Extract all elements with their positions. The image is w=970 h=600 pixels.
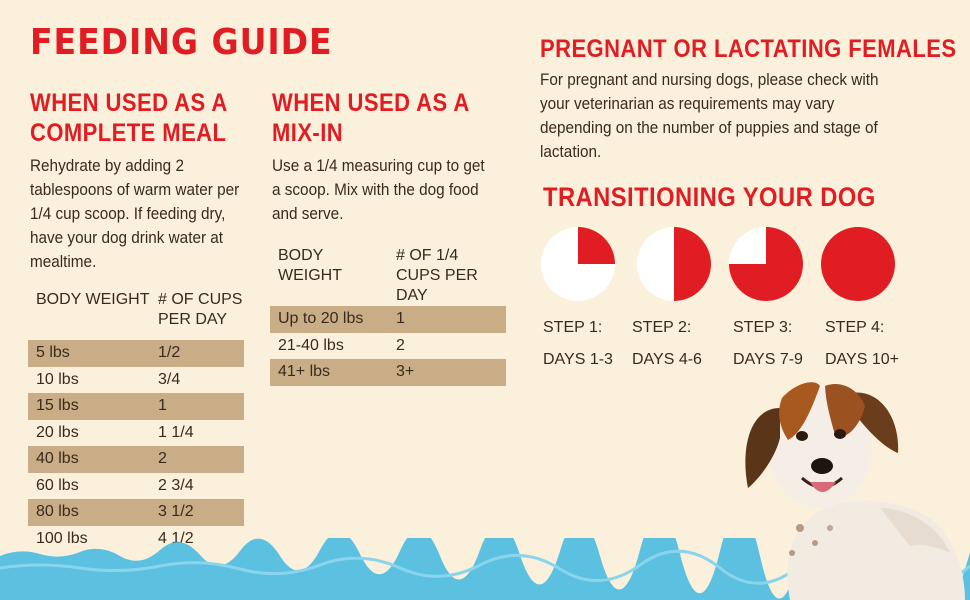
weight-cell: 21-40 lbs [278, 336, 344, 354]
mix-in-heading-line2: MIX-IN [272, 119, 344, 147]
transition-heading: TRANSITIONING YOUR DOG [543, 182, 876, 212]
table-row: 40 lbs 2 [28, 446, 244, 473]
weight-cell: 100 lbs [36, 529, 88, 547]
pregnant-heading: PREGNANT OR LACTATING FEMALES [540, 35, 957, 63]
mix-in-table-wrap: BODY WEIGHT # OF 1/4 CUPS PER DAY Up to … [270, 246, 506, 386]
weight-cell: 5 lbs [28, 340, 150, 367]
table-row: 60 lbs 2 3/4 [28, 473, 244, 500]
weight-cell: 20 lbs [36, 423, 79, 441]
step-label-1: STEP 1: DAYS 1-3 [543, 312, 613, 376]
complete-meal-text: Rehydrate by adding 2 tablespoons of war… [30, 156, 240, 271]
complete-meal-heading-line1: WHEN USED AS A [30, 89, 228, 117]
cups-per-day-header: # OF 1/4 CUPS PER DAY [396, 247, 478, 304]
cups-cell: 1 [388, 306, 506, 333]
cups-per-day-header: # OF CUPS PER DAY [158, 291, 243, 328]
complete-meal-section: WHEN USED AS A COMPLETE MEAL Rehydrate b… [30, 88, 250, 274]
cups-cell: 2 [396, 336, 405, 354]
transition-pie-step-1 [541, 227, 615, 301]
table-row: 20 lbs 1 1/4 [28, 420, 244, 447]
complete-meal-table: BODY WEIGHT # OF CUPS PER DAY 5 lbs 1/2 … [28, 290, 244, 552]
step-days: DAYS 1-3 [543, 351, 613, 368]
transition-steps: STEP 1: DAYS 1-3 STEP 2: DAYS 4-6 STEP 3… [540, 226, 960, 376]
step-number: STEP 1: [543, 319, 603, 336]
transition-pie-step-2 [637, 227, 711, 301]
table-row: 15 lbs 1 [28, 393, 244, 420]
pregnant-section: PREGNANT OR LACTATING FEMALES For pregna… [540, 34, 960, 164]
step-days: DAYS 10+ [825, 351, 899, 368]
weight-cell: 10 lbs [36, 370, 79, 388]
step-days: DAYS 4-6 [632, 351, 702, 368]
dog-illustration [745, 382, 965, 600]
step-label-2: STEP 2: DAYS 4-6 [632, 312, 702, 376]
cups-cell: 1/2 [150, 340, 244, 367]
complete-meal-heading-line2: COMPLETE MEAL [30, 119, 227, 147]
cups-cell: 1 [150, 393, 244, 420]
weight-cell: 15 lbs [28, 393, 150, 420]
step-number: STEP 4: [825, 319, 885, 336]
table-row: 5 lbs 1/2 [28, 340, 244, 367]
mix-in-heading: WHEN USED AS A MIX-IN [272, 88, 483, 148]
complete-meal-table-wrap: BODY WEIGHT # OF CUPS PER DAY 5 lbs 1/2 … [28, 290, 244, 552]
weight-cell: 41+ lbs [270, 359, 388, 386]
weight-cell: 60 lbs [36, 476, 79, 494]
step-days: DAYS 7-9 [733, 351, 803, 368]
weight-cell: Up to 20 lbs [270, 306, 388, 333]
table-row: 21-40 lbs 2 [270, 333, 506, 360]
step-number: STEP 3: [733, 319, 793, 336]
weight-cell: 40 lbs [28, 446, 150, 473]
table-row: 10 lbs 3/4 [28, 367, 244, 394]
mix-in-heading-line1: WHEN USED AS A [272, 89, 470, 117]
cups-cell: 4 1/2 [158, 529, 194, 547]
pregnant-text: For pregnant and nursing dogs, please ch… [540, 70, 879, 161]
cups-cell: 2 [150, 446, 244, 473]
table-header-row: BODY WEIGHT # OF 1/4 CUPS PER DAY [270, 246, 506, 306]
transition-pies [541, 227, 895, 301]
cups-cell: 2 3/4 [158, 476, 194, 494]
body-weight-header: BODY WEIGHT [278, 247, 342, 284]
transition-pie-step-3 [729, 227, 803, 301]
mix-in-table: BODY WEIGHT # OF 1/4 CUPS PER DAY Up to … [270, 246, 506, 386]
page-title: FEEDING GUIDE [30, 22, 333, 63]
step-label-3: STEP 3: DAYS 7-9 [733, 312, 803, 376]
cups-cell: 1 1/4 [158, 423, 194, 441]
pie-slice [578, 227, 615, 264]
pie-slice [821, 227, 895, 301]
cups-cell: 3+ [388, 359, 506, 386]
weight-cell: 80 lbs [28, 499, 150, 526]
step-label-4: STEP 4: DAYS 10+ [825, 312, 899, 376]
mix-in-section: WHEN USED AS A MIX-IN Use a 1/4 measurin… [272, 88, 512, 226]
transition-pie-step-4 [821, 227, 895, 301]
cups-cell: 3/4 [158, 370, 181, 388]
table-row: Up to 20 lbs 1 [270, 306, 506, 333]
table-row: 41+ lbs 3+ [270, 359, 506, 386]
table-row: 80 lbs 3 1/2 [28, 499, 244, 526]
pie-slice [729, 227, 803, 301]
complete-meal-heading: WHEN USED AS A COMPLETE MEAL [30, 88, 228, 148]
table-header-row: BODY WEIGHT # OF CUPS PER DAY [28, 290, 244, 340]
mix-in-text: Use a 1/4 measuring cup to get a scoop. … [272, 156, 485, 223]
step-number: STEP 2: [632, 319, 692, 336]
table-row: 100 lbs 4 1/2 [28, 526, 244, 553]
cups-cell: 3 1/2 [150, 499, 244, 526]
body-weight-header: BODY WEIGHT [36, 291, 150, 308]
pie-slice [674, 227, 711, 301]
